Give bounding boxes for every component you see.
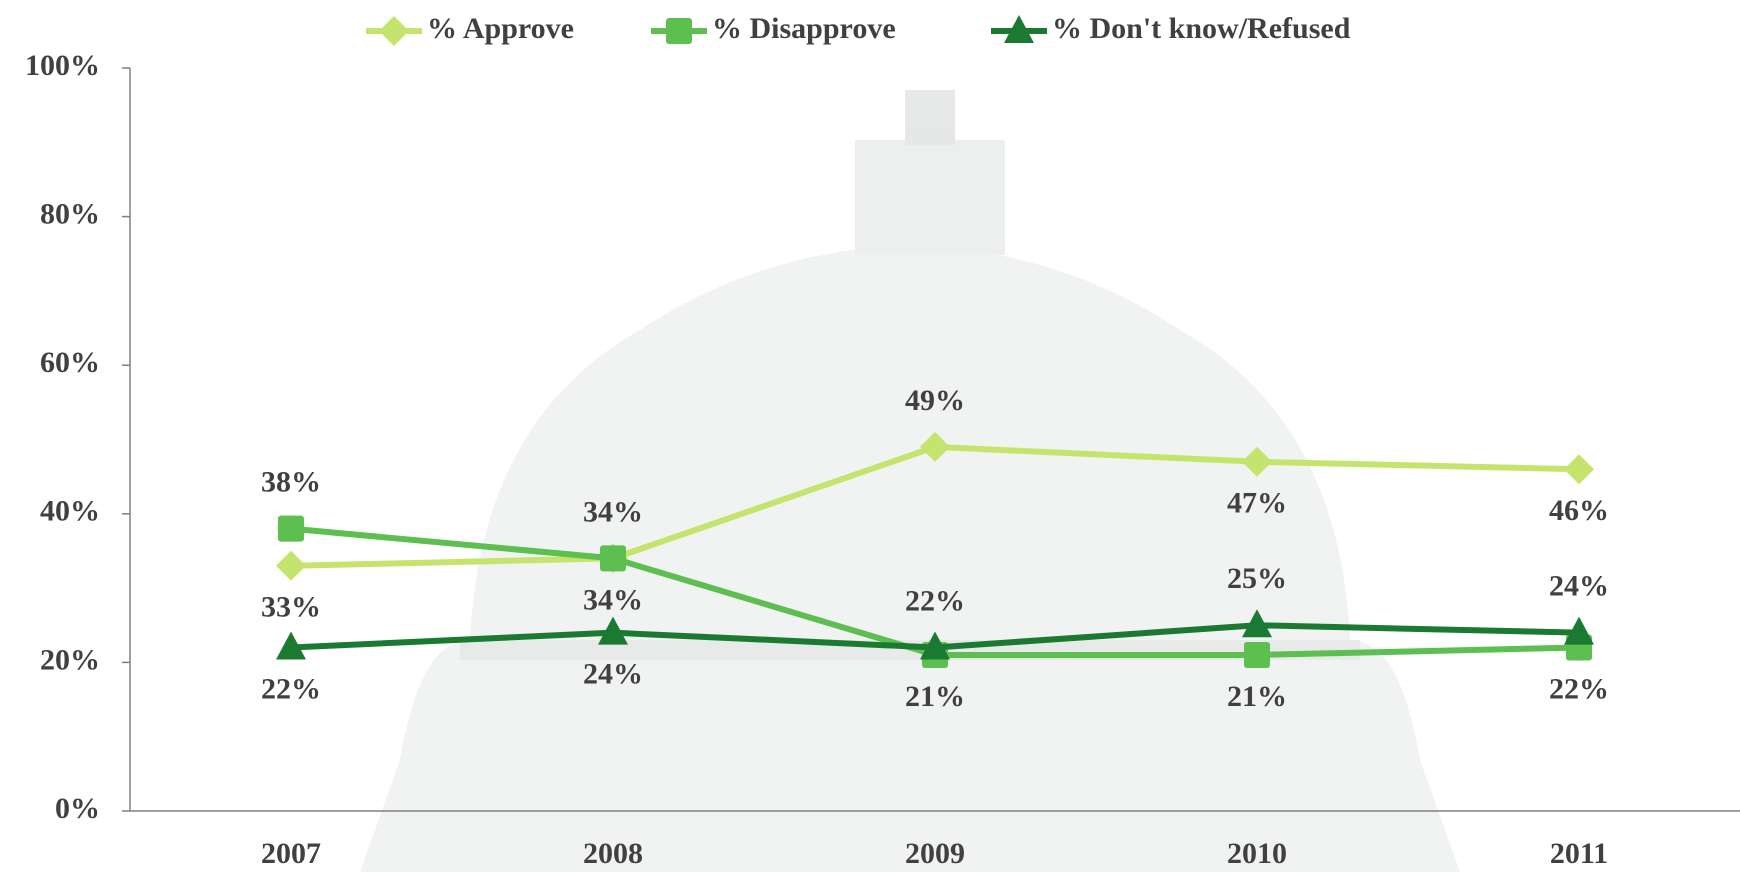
data-label: 33%: [261, 591, 321, 624]
legend-label: % Don't know/Refused: [1052, 12, 1351, 45]
marker: [1244, 642, 1270, 668]
marker: [1564, 454, 1594, 484]
marker: [600, 545, 626, 571]
data-label: 34%: [583, 583, 643, 616]
data-label: 47%: [1227, 487, 1287, 520]
marker: [666, 18, 692, 44]
chart: 0% 20% 40% 60% 80% 100% 2007 2008 2009 2010 2011 33…: [0, 0, 1740, 872]
y-tick-label: 100%: [25, 49, 100, 82]
data-label: 22%: [261, 672, 321, 705]
data-label: 21%: [905, 680, 965, 713]
data-label: 21%: [1227, 680, 1287, 713]
legend-label: % Approve: [427, 12, 574, 45]
x-tick-label: 2010: [1227, 837, 1287, 870]
background-dome: [360, 90, 1460, 872]
x-tick-label: 2011: [1550, 837, 1608, 870]
data-label: 22%: [905, 584, 965, 617]
y-tick-label: 40%: [40, 495, 100, 528]
data-label: 34%: [583, 495, 643, 528]
x-tick-label: 2008: [583, 837, 643, 870]
y-tick-label: 0%: [55, 792, 100, 825]
data-label: 24%: [1549, 570, 1609, 603]
marker: [278, 516, 304, 542]
y-tick-label: 60%: [40, 346, 100, 379]
x-tick-label: 2009: [905, 837, 965, 870]
marker: [276, 551, 306, 581]
y-tick-label: 20%: [40, 643, 100, 676]
data-label: 46%: [1549, 494, 1609, 527]
data-label: 25%: [1227, 562, 1287, 595]
marker: [379, 16, 409, 46]
data-label: 24%: [583, 658, 643, 691]
data-label: 49%: [905, 384, 965, 417]
x-tick-label: 2007: [261, 837, 321, 870]
data-label: 38%: [261, 466, 321, 499]
legend-label: % Disapprove: [712, 12, 896, 45]
data-label: 22%: [1549, 672, 1609, 705]
y-tick-label: 80%: [40, 197, 100, 230]
